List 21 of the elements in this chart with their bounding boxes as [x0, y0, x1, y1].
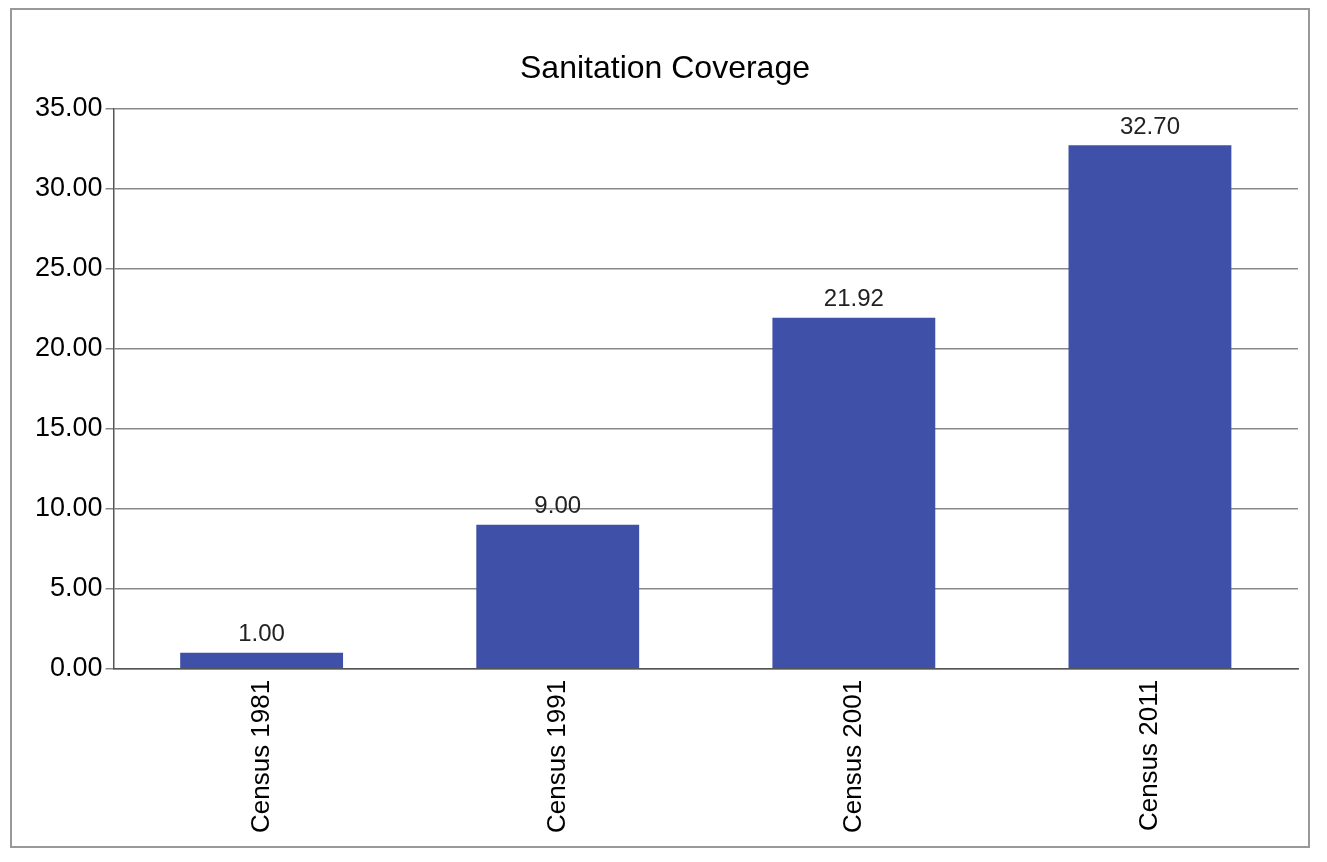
- y-tick-label: 25.00: [34, 251, 103, 282]
- data-label: 21.92: [823, 284, 884, 312]
- y-tick-label: 0.00: [50, 652, 103, 683]
- bar: [772, 317, 936, 669]
- y-tick-label: 30.00: [34, 171, 103, 202]
- x-tick-label: Census 1981: [244, 679, 275, 834]
- x-tick-label: Census 1991: [540, 679, 571, 834]
- x-tick-label: Census 2001: [837, 679, 868, 834]
- bar: [476, 524, 640, 669]
- y-tick-label: 10.00: [34, 492, 103, 523]
- data-label: 9.00: [534, 491, 582, 519]
- data-label: 32.70: [1119, 111, 1180, 139]
- data-label: 1.00: [238, 619, 285, 647]
- y-tick-label: 35.00: [34, 91, 103, 122]
- y-tick-label: 20.00: [34, 332, 103, 363]
- bar: [180, 652, 344, 669]
- x-tick-label: Census 2011: [1133, 679, 1164, 832]
- y-tick-label: 15.00: [34, 412, 103, 443]
- chart-title: Sanitation Coverage: [520, 49, 810, 86]
- y-tick-label: 5.00: [50, 572, 103, 603]
- bar: [1068, 145, 1232, 669]
